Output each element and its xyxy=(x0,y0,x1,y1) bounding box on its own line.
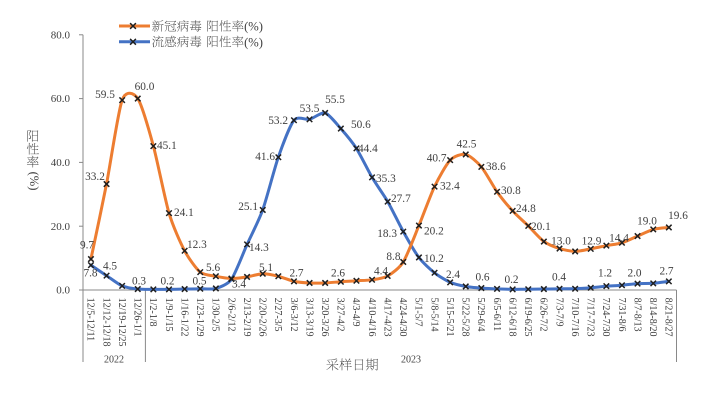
svg-text:0.3: 0.3 xyxy=(132,276,146,288)
svg-text:2.7: 2.7 xyxy=(659,266,673,278)
svg-text:2.0: 2.0 xyxy=(627,268,641,280)
svg-text:6/19-6/25: 6/19-6/25 xyxy=(522,298,533,337)
svg-text:4/24-4/30: 4/24-4/30 xyxy=(397,298,408,337)
svg-text:2/13-2/19: 2/13-2/19 xyxy=(241,298,252,337)
svg-text:19.6: 19.6 xyxy=(668,210,688,222)
svg-text:25.1: 25.1 xyxy=(238,201,258,213)
svg-text:44.4: 44.4 xyxy=(358,143,378,155)
svg-text:6/26-7/2: 6/26-7/2 xyxy=(538,298,549,332)
svg-text:3/6-3/12: 3/6-3/12 xyxy=(288,298,299,332)
svg-text:13.0: 13.0 xyxy=(551,236,571,248)
svg-text:3.4: 3.4 xyxy=(232,279,246,291)
svg-text:42.5: 42.5 xyxy=(457,139,477,151)
svg-text:41.6: 41.6 xyxy=(255,151,275,163)
svg-text:27.7: 27.7 xyxy=(391,193,411,205)
svg-text:0.2: 0.2 xyxy=(160,276,174,288)
svg-text:(%): (%) xyxy=(27,172,41,191)
svg-text:7/31-8/6: 7/31-8/6 xyxy=(616,298,627,332)
svg-text:2.6: 2.6 xyxy=(331,268,345,280)
svg-text:6/12-6/18: 6/12-6/18 xyxy=(506,298,517,337)
svg-text:7/10-7/16: 7/10-7/16 xyxy=(569,298,580,337)
svg-text:0.2: 0.2 xyxy=(504,274,518,286)
svg-text:20.1: 20.1 xyxy=(531,221,551,233)
svg-text:12/26-1/1: 12/26-1/1 xyxy=(132,298,143,337)
svg-text:(%): (%) xyxy=(244,35,263,49)
svg-text:7/24-7/30: 7/24-7/30 xyxy=(600,298,611,337)
svg-text:1/9-1/15: 1/9-1/15 xyxy=(163,298,174,332)
svg-text:12/5-12/11: 12/5-12/11 xyxy=(85,298,96,342)
svg-text:2.4: 2.4 xyxy=(446,269,460,281)
svg-text:50.6: 50.6 xyxy=(351,119,371,131)
svg-text:33.2: 33.2 xyxy=(85,171,105,183)
svg-text:0.5: 0.5 xyxy=(192,276,206,288)
svg-text:24.1: 24.1 xyxy=(174,207,194,219)
svg-text:12/12-12/18: 12/12-12/18 xyxy=(100,298,111,347)
svg-text:4.4: 4.4 xyxy=(374,266,388,278)
svg-text:3/27-4/2: 3/27-4/2 xyxy=(335,298,346,332)
svg-text:1/2-1/8: 1/2-1/8 xyxy=(147,298,158,327)
svg-text:53.5: 53.5 xyxy=(300,103,320,115)
svg-text:5/22-5/28: 5/22-5/28 xyxy=(460,298,471,337)
svg-text:1/23-1/29: 1/23-1/29 xyxy=(194,298,205,337)
svg-text:3/13-3/19: 3/13-3/19 xyxy=(303,298,314,337)
svg-text:2/6-2/12: 2/6-2/12 xyxy=(225,298,236,332)
svg-text:5.1: 5.1 xyxy=(259,262,273,274)
svg-text:9.7: 9.7 xyxy=(80,239,94,251)
svg-text:4/10-4/16: 4/10-4/16 xyxy=(366,298,377,337)
svg-text:18.3: 18.3 xyxy=(377,228,397,240)
svg-text:7.8: 7.8 xyxy=(83,268,97,280)
svg-text:0.4: 0.4 xyxy=(552,272,566,284)
svg-text:5/15-5/21: 5/15-5/21 xyxy=(444,298,455,337)
svg-text:53.2: 53.2 xyxy=(268,115,288,127)
svg-text:8/7-8/13: 8/7-8/13 xyxy=(631,298,642,332)
svg-text:12.3: 12.3 xyxy=(187,239,207,251)
svg-text:5/1-5/7: 5/1-5/7 xyxy=(413,298,424,327)
svg-text:30.8: 30.8 xyxy=(501,185,521,197)
svg-text:60.0: 60.0 xyxy=(51,93,71,105)
svg-text:2023: 2023 xyxy=(401,354,421,365)
svg-text:2.7: 2.7 xyxy=(289,267,303,279)
svg-text:80.0: 80.0 xyxy=(51,29,71,41)
svg-text:12/19-12/25: 12/19-12/25 xyxy=(116,298,127,347)
svg-text:7/3-7/9: 7/3-7/9 xyxy=(553,298,564,327)
svg-text:(%): (%) xyxy=(244,20,263,34)
svg-text:19.0: 19.0 xyxy=(637,216,657,228)
svg-text:38.6: 38.6 xyxy=(486,161,506,173)
svg-text:2022: 2022 xyxy=(104,354,124,365)
svg-text:7/17-7/23: 7/17-7/23 xyxy=(585,298,596,337)
svg-text:40.7: 40.7 xyxy=(427,153,447,165)
svg-text:20.2: 20.2 xyxy=(424,226,444,238)
svg-text:14.4: 14.4 xyxy=(609,233,629,245)
svg-text:1/30-2/5: 1/30-2/5 xyxy=(210,298,221,332)
svg-text:8/21-8/27: 8/21-8/27 xyxy=(663,298,674,337)
svg-text:5/29-6/4: 5/29-6/4 xyxy=(475,298,486,332)
svg-text:12.9: 12.9 xyxy=(582,236,602,248)
svg-text:24.8: 24.8 xyxy=(516,203,536,215)
svg-text:14.3: 14.3 xyxy=(249,242,269,254)
svg-text:3/20-3/26: 3/20-3/26 xyxy=(319,298,330,337)
svg-text:0.6: 0.6 xyxy=(475,272,489,284)
svg-text:4.5: 4.5 xyxy=(103,261,117,273)
svg-text:1/16-1/22: 1/16-1/22 xyxy=(178,298,189,337)
svg-text:40.0: 40.0 xyxy=(51,157,71,169)
svg-text:35.3: 35.3 xyxy=(376,173,396,185)
svg-text:1.2: 1.2 xyxy=(598,268,612,280)
svg-text:60.0: 60.0 xyxy=(135,81,155,93)
svg-text:8/14-8/20: 8/14-8/20 xyxy=(647,298,658,337)
svg-text:45.1: 45.1 xyxy=(157,140,177,152)
svg-text:5/8-5/14: 5/8-5/14 xyxy=(428,298,439,332)
svg-text:6/5-6/11: 6/5-6/11 xyxy=(491,298,502,332)
svg-text:20.0: 20.0 xyxy=(51,221,71,233)
svg-text:8.8: 8.8 xyxy=(386,251,400,263)
svg-text:5.6: 5.6 xyxy=(206,262,220,274)
svg-text:2/20-2/26: 2/20-2/26 xyxy=(257,298,268,337)
svg-text:4/17-4/23: 4/17-4/23 xyxy=(382,298,393,337)
svg-text:4/3-4/9: 4/3-4/9 xyxy=(350,298,361,327)
svg-text:0.0: 0.0 xyxy=(56,285,70,297)
svg-text:59.5: 59.5 xyxy=(95,89,115,101)
svg-text:10.2: 10.2 xyxy=(424,253,444,265)
svg-text:2/27-3/5: 2/27-3/5 xyxy=(272,298,283,332)
svg-text:32.4: 32.4 xyxy=(440,181,460,193)
svg-text:55.5: 55.5 xyxy=(325,94,345,106)
